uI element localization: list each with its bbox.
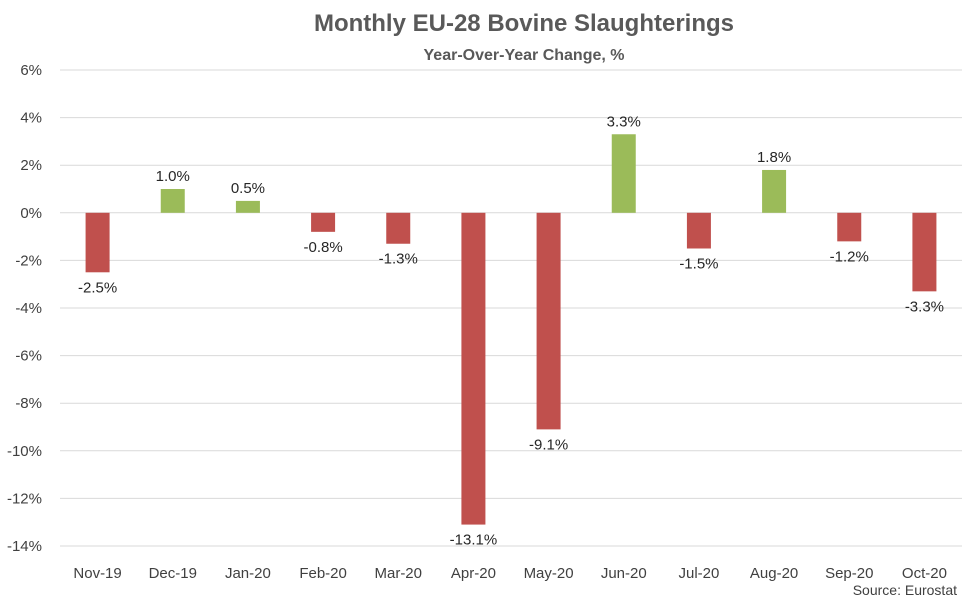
- bar: [386, 212, 411, 244]
- data-label: 0.5%: [231, 180, 265, 197]
- x-tick-label: Feb-20: [299, 565, 347, 582]
- data-label: -1.3%: [379, 251, 418, 268]
- bar: [762, 169, 787, 213]
- chart-title: Monthly EU-28 Bovine Slaughterings: [314, 10, 734, 37]
- y-tick-label: 6%: [20, 62, 42, 79]
- y-tick-label: 0%: [20, 205, 42, 222]
- y-tick-label: -6%: [15, 348, 42, 365]
- x-tick-label: Jul-20: [678, 565, 719, 582]
- bar: [912, 212, 937, 292]
- x-tick-label: Oct-20: [902, 565, 947, 582]
- y-tick-label: -12%: [7, 490, 42, 507]
- bar: [461, 212, 486, 525]
- data-label: 1.0%: [156, 168, 190, 185]
- x-tick-label: Mar-20: [374, 565, 422, 582]
- bar: [85, 212, 110, 273]
- bar: [160, 189, 185, 213]
- x-tick-label: Jan-20: [225, 565, 271, 582]
- bar: [686, 212, 711, 249]
- data-labels: -2.5% 1.0% 0.5% -0.8% -1.3% -13.1% -9.1% 3.3% -1…: [78, 113, 944, 548]
- bar: [536, 212, 561, 430]
- chart-subtitle: Year-Over-Year Change, %: [424, 47, 625, 64]
- data-label: -1.5%: [679, 256, 718, 273]
- bar: [311, 212, 336, 232]
- bar: [235, 200, 260, 213]
- y-tick-label: -4%: [15, 300, 42, 317]
- x-tick-label: Dec-19: [149, 565, 197, 582]
- y-tick-label: 4%: [20, 110, 42, 127]
- y-tick-label: -10%: [7, 443, 42, 460]
- x-tick-label: May-20: [524, 565, 574, 582]
- data-label: 3.3%: [607, 113, 641, 130]
- y-tick-label: -14%: [7, 538, 42, 555]
- gridlines: [60, 69, 962, 547]
- y-tick-label: 2%: [20, 157, 42, 174]
- x-tick-label: Jun-20: [601, 565, 647, 582]
- data-label: -2.5%: [78, 279, 117, 296]
- data-label: -9.1%: [529, 436, 568, 453]
- x-axis-ticks: Nov-19 Dec-19 Jan-20 Feb-20 Mar-20 Apr-20 May-…: [73, 565, 947, 582]
- y-tick-label: -8%: [15, 395, 42, 412]
- x-tick-label: Aug-20: [750, 565, 798, 582]
- data-label: -3.3%: [905, 298, 944, 315]
- x-tick-label: Apr-20: [451, 565, 496, 582]
- data-label: -0.8%: [303, 239, 342, 256]
- x-tick-label: Nov-19: [73, 565, 121, 582]
- data-label: -13.1%: [450, 532, 498, 549]
- source-note: Source: Eurostat: [853, 582, 957, 598]
- y-axis-ticks: 6% 4% 2% 0% -2% -4% -6% -8% -10% -12% -14%: [7, 62, 42, 555]
- y-tick-label: -2%: [15, 252, 42, 269]
- bar: [611, 134, 636, 213]
- data-label: -1.2%: [830, 248, 869, 265]
- data-label: 1.8%: [757, 149, 791, 166]
- x-tick-label: Sep-20: [825, 565, 873, 582]
- bars: [85, 134, 937, 525]
- bar: [837, 212, 862, 242]
